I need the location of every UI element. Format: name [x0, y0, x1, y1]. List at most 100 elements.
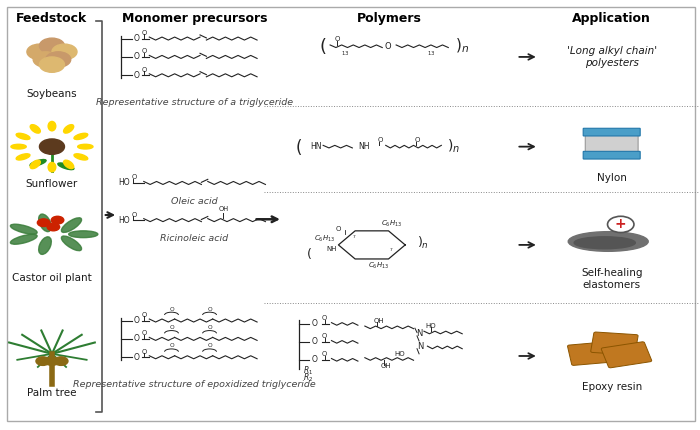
- Circle shape: [608, 216, 634, 233]
- FancyBboxPatch shape: [583, 151, 641, 159]
- Text: O: O: [142, 349, 147, 355]
- Ellipse shape: [30, 160, 41, 169]
- Ellipse shape: [64, 160, 74, 169]
- Text: $R_1$: $R_1$: [303, 365, 313, 377]
- Text: Oleic acid: Oleic acid: [172, 197, 218, 206]
- Text: Monomer precursors: Monomer precursors: [122, 12, 267, 25]
- Ellipse shape: [16, 133, 30, 139]
- Text: O: O: [142, 67, 147, 73]
- Text: $_7$: $_7$: [352, 233, 356, 241]
- Text: Self-healing
elastomers: Self-healing elastomers: [581, 268, 643, 290]
- Text: O: O: [134, 335, 140, 344]
- Ellipse shape: [62, 218, 82, 233]
- Text: O: O: [207, 325, 212, 330]
- Ellipse shape: [58, 163, 74, 169]
- Circle shape: [37, 219, 50, 227]
- Text: O: O: [169, 325, 174, 330]
- Text: N: N: [417, 342, 424, 350]
- Text: OH: OH: [374, 317, 384, 323]
- Text: $($: $($: [295, 137, 302, 157]
- Circle shape: [52, 44, 77, 59]
- Text: $)_n$: $)_n$: [455, 37, 470, 55]
- Text: O: O: [322, 315, 327, 321]
- Text: HN: HN: [311, 142, 322, 151]
- Circle shape: [39, 57, 64, 72]
- Text: OH: OH: [380, 363, 391, 369]
- Ellipse shape: [69, 231, 98, 238]
- Text: O: O: [134, 34, 140, 43]
- Text: O: O: [312, 355, 318, 364]
- Ellipse shape: [48, 163, 56, 172]
- Text: Polymers: Polymers: [357, 12, 421, 25]
- Ellipse shape: [38, 237, 51, 255]
- Text: O: O: [142, 312, 147, 318]
- Text: HO: HO: [426, 322, 436, 329]
- Text: 'Long alkyl chain'
polyesters: 'Long alkyl chain' polyesters: [566, 46, 657, 68]
- Text: Ricinoleic acid: Ricinoleic acid: [160, 234, 229, 243]
- Text: Castor oil plant: Castor oil plant: [12, 273, 92, 283]
- Circle shape: [47, 223, 60, 231]
- Text: O: O: [134, 71, 140, 80]
- Text: $)_n$: $)_n$: [417, 235, 429, 251]
- Text: O: O: [142, 48, 147, 54]
- Text: O: O: [134, 316, 140, 325]
- Text: O: O: [169, 307, 174, 312]
- Circle shape: [51, 216, 64, 224]
- Text: $C_6H_{13}$: $C_6H_{13}$: [314, 233, 335, 244]
- Text: $R_2$: $R_2$: [302, 372, 313, 384]
- Ellipse shape: [78, 144, 93, 149]
- Text: O: O: [132, 212, 136, 218]
- Text: $)_n$: $)_n$: [447, 138, 460, 155]
- FancyBboxPatch shape: [568, 341, 616, 366]
- Text: Palm tree: Palm tree: [27, 388, 77, 398]
- Text: Application: Application: [573, 12, 651, 25]
- Text: O: O: [207, 307, 212, 312]
- Text: Epoxy resin: Epoxy resin: [582, 382, 642, 393]
- Ellipse shape: [62, 236, 82, 251]
- Text: $C_6H_{13}$: $C_6H_{13}$: [381, 219, 402, 230]
- Ellipse shape: [74, 154, 88, 160]
- FancyBboxPatch shape: [585, 132, 638, 156]
- Ellipse shape: [10, 224, 37, 234]
- Text: O: O: [169, 343, 174, 348]
- Text: O: O: [312, 319, 318, 329]
- Ellipse shape: [38, 214, 51, 232]
- Text: O: O: [322, 333, 327, 339]
- Text: Representative structure of epoxidized triglyceride: Representative structure of epoxidized t…: [73, 380, 316, 389]
- Circle shape: [54, 357, 68, 366]
- FancyBboxPatch shape: [601, 342, 652, 368]
- Text: O: O: [207, 343, 212, 348]
- Text: +: +: [615, 218, 626, 231]
- Text: O: O: [336, 226, 341, 232]
- Ellipse shape: [64, 125, 74, 133]
- Text: O: O: [134, 353, 140, 362]
- Circle shape: [39, 139, 64, 154]
- Circle shape: [45, 357, 59, 366]
- Text: O: O: [142, 30, 147, 36]
- Ellipse shape: [16, 154, 30, 160]
- Ellipse shape: [48, 121, 56, 131]
- Circle shape: [33, 52, 58, 67]
- Text: Representative structure of a triglyceride: Representative structure of a triglyceri…: [96, 98, 293, 107]
- Text: N: N: [416, 329, 422, 338]
- Text: O: O: [132, 175, 136, 181]
- Text: O: O: [335, 36, 339, 42]
- Text: OH: OH: [219, 206, 229, 212]
- Ellipse shape: [74, 133, 88, 139]
- Circle shape: [27, 44, 52, 59]
- Text: $($: $($: [319, 36, 327, 56]
- Text: NH: NH: [358, 142, 370, 151]
- Circle shape: [36, 357, 50, 366]
- Text: HO: HO: [394, 351, 405, 357]
- FancyBboxPatch shape: [591, 332, 638, 355]
- Ellipse shape: [30, 125, 41, 133]
- Text: O: O: [377, 137, 383, 143]
- Text: $_7$: $_7$: [389, 246, 393, 254]
- Text: O: O: [134, 52, 140, 61]
- Text: O: O: [322, 351, 327, 357]
- Ellipse shape: [574, 237, 636, 249]
- Text: Soybeans: Soybeans: [27, 89, 77, 99]
- Text: O: O: [414, 137, 420, 143]
- Text: $_{13}$: $_{13}$: [341, 49, 349, 58]
- Text: HO: HO: [118, 215, 130, 224]
